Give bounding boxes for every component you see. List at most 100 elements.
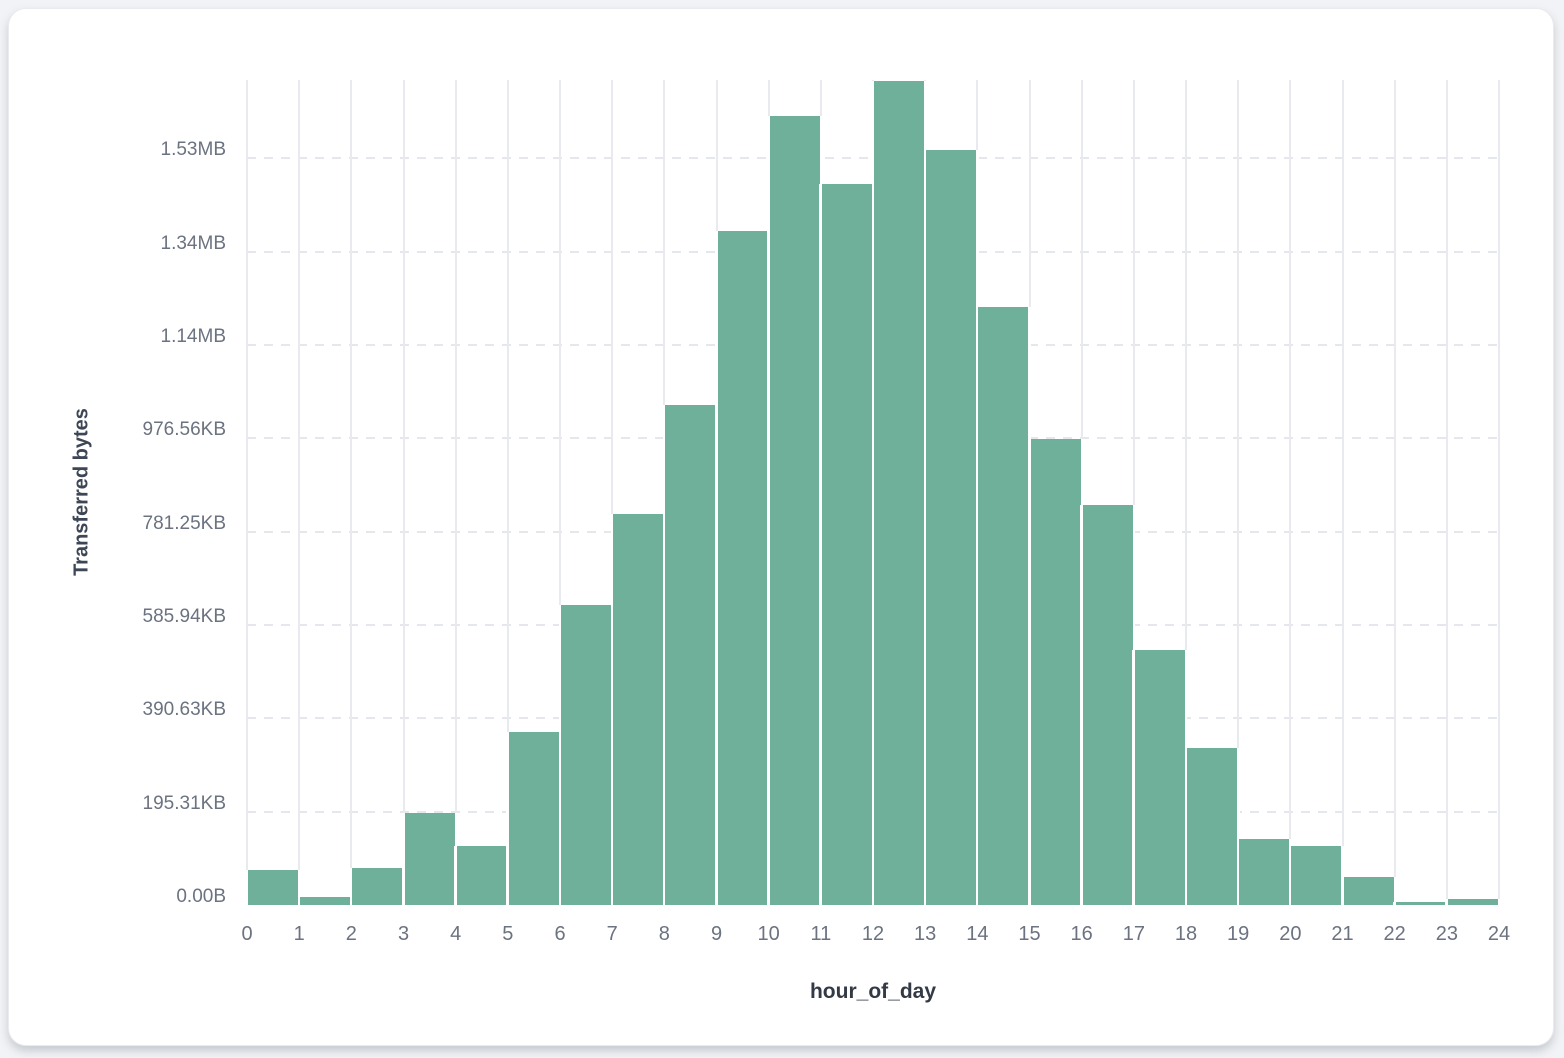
plot-area: [245, 80, 1501, 905]
x-tick-label: 20: [1279, 923, 1302, 945]
bar-hour-5[interactable]: [506, 732, 562, 905]
bar-hour-20[interactable]: [1288, 846, 1344, 905]
x-tick-label: 23: [1435, 923, 1458, 945]
v-gridline: [1341, 80, 1344, 905]
bar-hour-11[interactable]: [819, 184, 875, 905]
bar-fill: [769, 116, 820, 905]
bar-hour-10[interactable]: [767, 116, 823, 905]
x-axis-title: hour_of_day: [809, 980, 937, 1003]
v-gridline: [246, 80, 248, 905]
x-tick-label: 3: [397, 923, 410, 945]
y-tick-label: 1.53MB: [160, 139, 226, 161]
x-tick-label: 10: [757, 923, 780, 945]
bar-hour-21[interactable]: [1341, 877, 1397, 905]
bar-fill: [1395, 902, 1446, 905]
bar-hour-2[interactable]: [349, 868, 405, 905]
v-gridline: [1237, 80, 1240, 905]
chart-card: Transferred bytes hour_of_day 0.00B 195.3…: [8, 8, 1554, 1046]
bar-hour-0[interactable]: [245, 870, 301, 905]
v-gridline: [454, 80, 457, 905]
y-tick-label: 976.56KB: [142, 419, 226, 441]
bar-fill: [665, 405, 716, 905]
bar-hour-15[interactable]: [1028, 439, 1084, 905]
bar-hour-3[interactable]: [402, 813, 458, 905]
bar-fill: [352, 868, 403, 905]
bar-fill: [1291, 846, 1342, 905]
bar-hour-13[interactable]: [923, 150, 979, 905]
bar-hour-18[interactable]: [1184, 748, 1240, 905]
v-gridline: [1132, 80, 1135, 905]
x-tick-label: 11: [810, 923, 832, 945]
bar-hour-22[interactable]: [1393, 902, 1449, 905]
x-tick-label: 14: [966, 923, 989, 945]
bar-hour-19[interactable]: [1236, 839, 1292, 905]
bar-fill: [821, 184, 872, 905]
bar-hour-6[interactable]: [558, 605, 614, 905]
x-tick-label: 15: [1018, 923, 1041, 945]
x-tick-label: 2: [345, 923, 357, 945]
x-tick-label: 19: [1227, 923, 1250, 945]
bar-hour-14[interactable]: [975, 307, 1031, 905]
bar-fill: [1447, 899, 1498, 905]
bar-hour-1[interactable]: [297, 897, 353, 905]
y-tick-label: 781.25KB: [142, 512, 226, 534]
x-tick-label: 9: [710, 923, 723, 945]
y-tick-label: 1.14MB: [160, 325, 226, 347]
bar-fill: [1239, 839, 1290, 905]
x-tick-label: 24: [1487, 923, 1511, 945]
bar-fill: [1187, 748, 1238, 905]
x-tick-label: 7: [606, 923, 618, 945]
y-tick-label: 0.00B: [176, 886, 226, 907]
bar-fill: [613, 514, 664, 905]
bar-fill: [1134, 650, 1185, 905]
x-tick-label: 17: [1122, 923, 1145, 945]
x-tick-label: 18: [1174, 923, 1198, 945]
y-tick-label: 390.63KB: [142, 699, 226, 721]
bar-fill: [1030, 439, 1081, 905]
bar-hour-16[interactable]: [1080, 505, 1136, 905]
x-tick-label: 12: [861, 923, 885, 945]
v-gridline: [1393, 80, 1396, 905]
x-tick-label: 8: [658, 923, 670, 945]
y-tick-label: 1.34MB: [160, 232, 226, 254]
x-tick-label: 1: [293, 923, 305, 945]
v-gridline: [1289, 80, 1292, 905]
x-tick-label: 5: [502, 923, 514, 945]
bar-hour-9[interactable]: [715, 231, 771, 905]
v-gridline: [298, 80, 301, 905]
y-tick-label: 585.94KB: [142, 605, 226, 627]
bar-fill: [404, 813, 455, 905]
bar-fill: [978, 307, 1029, 905]
x-tick-label: 16: [1070, 923, 1093, 945]
y-tick-label: 195.31KB: [142, 792, 226, 814]
bar-hour-7[interactable]: [610, 514, 666, 905]
bar-fill: [508, 732, 559, 905]
x-tick-label: 21: [1331, 923, 1354, 945]
x-tick-label: 4: [450, 923, 462, 945]
x-tick-label: 0: [241, 923, 253, 945]
v-gridline: [506, 80, 509, 905]
v-gridline: [559, 80, 561, 905]
bar-fill: [1343, 877, 1394, 905]
x-tick-label: 22: [1383, 923, 1406, 945]
v-gridline: [1185, 80, 1187, 905]
bar-hour-4[interactable]: [454, 846, 510, 905]
bar-fill: [1082, 505, 1133, 905]
v-gridline: [350, 80, 353, 905]
bar-fill: [561, 605, 612, 905]
bar-fill: [874, 81, 925, 905]
bar-hour-12[interactable]: [871, 81, 927, 905]
bar-fill: [926, 150, 977, 905]
x-tick-label: 13: [914, 923, 937, 945]
v-gridline: [402, 80, 405, 905]
bar-hour-23[interactable]: [1445, 899, 1501, 905]
v-gridline: [1445, 80, 1448, 905]
v-gridline: [611, 80, 614, 905]
v-gridline: [1498, 80, 1500, 905]
bar-fill: [248, 870, 299, 905]
bar-fill: [717, 231, 768, 905]
x-tick-label: 6: [554, 923, 566, 945]
bar-hour-8[interactable]: [662, 405, 718, 905]
bar-hour-17[interactable]: [1132, 650, 1188, 905]
bar-fill: [300, 897, 351, 905]
